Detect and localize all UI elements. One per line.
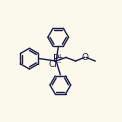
- Text: P: P: [53, 54, 59, 64]
- Text: O: O: [82, 53, 89, 62]
- Text: +: +: [56, 53, 62, 62]
- Text: Cl⁻: Cl⁻: [48, 60, 62, 69]
